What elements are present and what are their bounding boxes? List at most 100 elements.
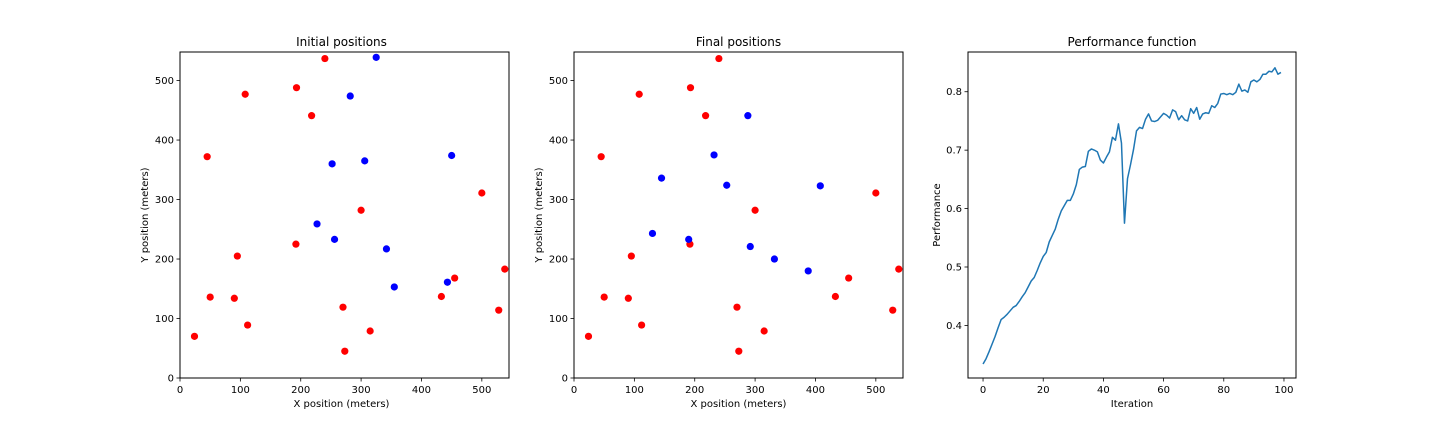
plot-area	[190, 53, 509, 355]
x-tick-label: 80	[1217, 385, 1230, 396]
y-tick-label: 200	[155, 255, 174, 266]
y-tick-label: 0.6	[946, 204, 962, 215]
y-tick-label: 100	[155, 314, 174, 325]
y-axis-ticks: 0.4 0.5 0.6 0.7 0.8	[946, 87, 968, 332]
chart-title: Performance function	[1068, 35, 1197, 49]
x-tick-label: 400	[806, 385, 825, 396]
blue-point	[448, 151, 456, 160]
plot-area	[584, 54, 903, 355]
panel-initial-positions: Initial positions 0 100 200 300 400 500 0 100 2…	[140, 35, 510, 410]
red-point	[733, 303, 741, 311]
x-tick-label: 0	[177, 385, 183, 396]
x-tick-label: 500	[866, 385, 885, 396]
y-axis-ticks: 0 100 200 300 400 500	[549, 76, 574, 385]
x-axis-label: Iteration	[1111, 399, 1153, 410]
x-tick-label: 300	[746, 385, 765, 396]
axes-frame	[179, 51, 510, 379]
y-axis-ticks: 0 100 200 300 400 500	[155, 76, 180, 385]
panel-final-positions: Final positions 0 100 200 300 400 500 0 100 200…	[534, 35, 904, 410]
y-tick-label: 0.5	[946, 262, 962, 273]
x-axis-label: X position (meters)	[691, 399, 787, 410]
red-point	[735, 347, 743, 355]
y-tick-label: 300	[155, 195, 174, 206]
y-axis-label: Y position (meters)	[534, 167, 545, 263]
blue-point	[361, 157, 369, 165]
red-point	[635, 90, 643, 98]
red-point	[584, 332, 593, 340]
red-point	[341, 347, 349, 355]
y-tick-label: 0	[562, 374, 568, 385]
x-axis-ticks: 0 100 200 300 400 500	[571, 378, 885, 396]
x-tick-label: 20	[1037, 385, 1050, 396]
red-point	[845, 274, 853, 282]
blue-point	[710, 151, 718, 159]
red-point	[702, 112, 710, 120]
red-point	[760, 327, 768, 335]
red-point	[366, 327, 374, 335]
red-point	[600, 293, 608, 301]
blue-point	[372, 53, 380, 61]
red-point	[686, 84, 695, 92]
x-tick-label: 400	[412, 385, 431, 396]
x-axis-label: X position (meters)	[294, 399, 390, 410]
y-tick-label: 400	[549, 136, 568, 147]
blue-point	[443, 278, 452, 286]
panel-performance-function: Performance function 0 20 40 60 80 100 0.4 0.5…	[932, 35, 1297, 410]
red-point	[437, 292, 445, 301]
y-tick-label: 300	[549, 195, 568, 206]
red-point	[895, 265, 903, 273]
blue-point	[685, 235, 693, 243]
red-point	[308, 112, 316, 120]
red-point	[831, 292, 839, 301]
x-tick-label: 0	[571, 385, 577, 396]
blue-point	[723, 181, 731, 189]
blue-point	[346, 92, 354, 100]
blue-point	[313, 220, 321, 228]
red-point	[206, 293, 214, 301]
red-point	[597, 153, 605, 161]
x-tick-label: 100	[1274, 385, 1293, 396]
red-point	[627, 252, 635, 260]
x-tick-label: 500	[472, 385, 491, 396]
blue-point	[382, 245, 391, 253]
red-point	[751, 206, 759, 214]
red-point	[715, 54, 723, 63]
red-point	[451, 274, 459, 282]
red-point	[889, 306, 897, 314]
x-tick-label: 100	[231, 385, 250, 396]
blue-point	[328, 160, 336, 168]
performance-line	[982, 67, 1282, 365]
x-tick-label: 0	[980, 385, 986, 396]
plot-area	[982, 67, 1282, 365]
red-point	[241, 90, 249, 98]
y-tick-label: 400	[155, 136, 174, 147]
red-point	[357, 206, 365, 214]
y-tick-label: 0.4	[946, 321, 962, 332]
blue-point	[744, 112, 752, 120]
y-tick-label: 0.8	[946, 87, 962, 98]
y-tick-label: 500	[155, 76, 174, 87]
red-point	[190, 332, 199, 340]
chart-title: Final positions	[696, 35, 781, 49]
red-point	[292, 240, 300, 248]
x-tick-label: 300	[352, 385, 371, 396]
red-point	[321, 54, 329, 63]
blue-point	[657, 174, 666, 182]
red-point	[501, 265, 509, 273]
y-axis-label: Performance	[932, 183, 943, 246]
axes-frame	[967, 51, 1297, 379]
y-tick-label: 500	[549, 76, 568, 87]
red-point	[233, 252, 241, 260]
y-tick-label: 0.7	[946, 146, 962, 157]
blue-point	[390, 283, 398, 291]
blue-point	[816, 182, 824, 190]
blue-point	[770, 255, 779, 263]
blue-point	[804, 267, 812, 275]
red-point	[339, 303, 347, 311]
x-tick-label: 200	[291, 385, 310, 396]
red-point	[203, 153, 211, 161]
blue-point	[746, 242, 754, 251]
chart-title: Initial positions	[296, 35, 387, 49]
